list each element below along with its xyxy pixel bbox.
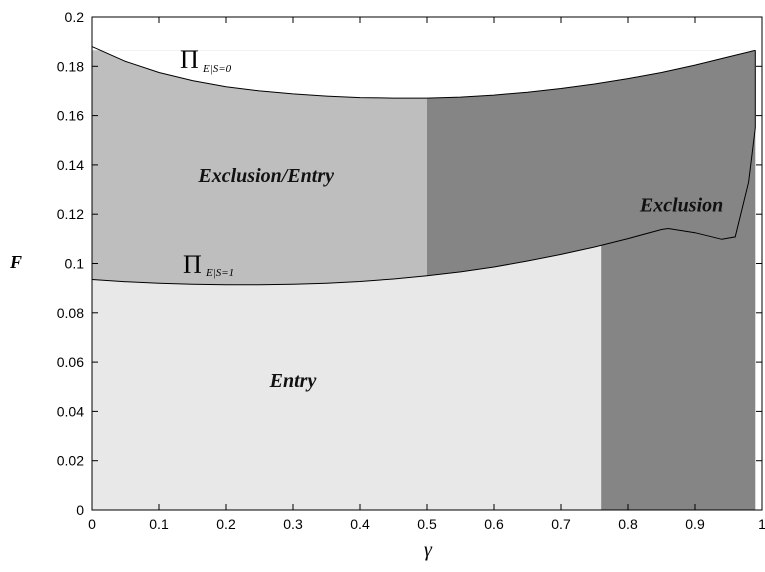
y-tick-label: 0.2 (65, 9, 85, 25)
entry-region (92, 245, 602, 511)
x-tick-label: 0.9 (685, 516, 705, 532)
area-above-upper-boundary (92, 46, 756, 99)
exclusion-entry-region (92, 46, 427, 285)
y-tick-label: 0.16 (57, 108, 84, 124)
y-tick-label: 0 (76, 502, 84, 518)
y-tick-label: 0.12 (57, 206, 84, 222)
x-tick-label: 0.4 (350, 516, 370, 532)
y-tick-label: 0.14 (57, 157, 84, 173)
regions-layer (92, 46, 756, 511)
curve-label-lower-symbol: Π (183, 250, 202, 279)
x-tick-label: 0.7 (551, 516, 571, 532)
labels-layer: Entry Exclusion/Entry Exclusion Π E|S=0 … (180, 45, 723, 392)
x-tick-label: 0 (88, 516, 96, 532)
x-tick-label: 0.5 (417, 516, 437, 532)
y-tick-label: 0.08 (57, 305, 84, 321)
x-tick-label: 0.1 (149, 516, 169, 532)
x-tick-label: 0.2 (216, 516, 236, 532)
x-tick-label: 0.3 (283, 516, 303, 532)
curve-label-upper-subscript: E|S=0 (202, 63, 232, 75)
y-tick-label: 0.04 (57, 403, 84, 419)
curves-layer (91, 46, 756, 286)
x-tick-label: 1 (758, 516, 765, 532)
region-label-exclusion: Exclusion (639, 195, 723, 217)
ticks-layer: 0 0.1 0.2 0.3 0.4 0.5 0.6 0.7 0.8 0.9 1 0 0.02 0.04 0.… (57, 9, 765, 532)
y-tick-label: 0.18 (57, 58, 84, 74)
y-tick-label: 0.06 (57, 354, 84, 370)
y-axis-label: F (9, 252, 22, 272)
upper-boundary-curve (91, 46, 756, 99)
x-tick-label: 0.6 (484, 516, 504, 532)
curve-label-lower-subscript: E|S=1 (205, 267, 234, 279)
region-label-entry: Entry (269, 370, 317, 392)
y-tick-label: 0.1 (65, 256, 85, 272)
y-tick-label: 0.02 (57, 453, 84, 469)
region-label-exclusion-entry: Exclusion/Entry (197, 165, 334, 187)
x-tick-label: 0.8 (618, 516, 638, 532)
lower-boundary-curve (91, 50, 756, 286)
curve-label-upper-symbol: Π (180, 45, 199, 74)
x-axis-label: γ (424, 539, 433, 561)
